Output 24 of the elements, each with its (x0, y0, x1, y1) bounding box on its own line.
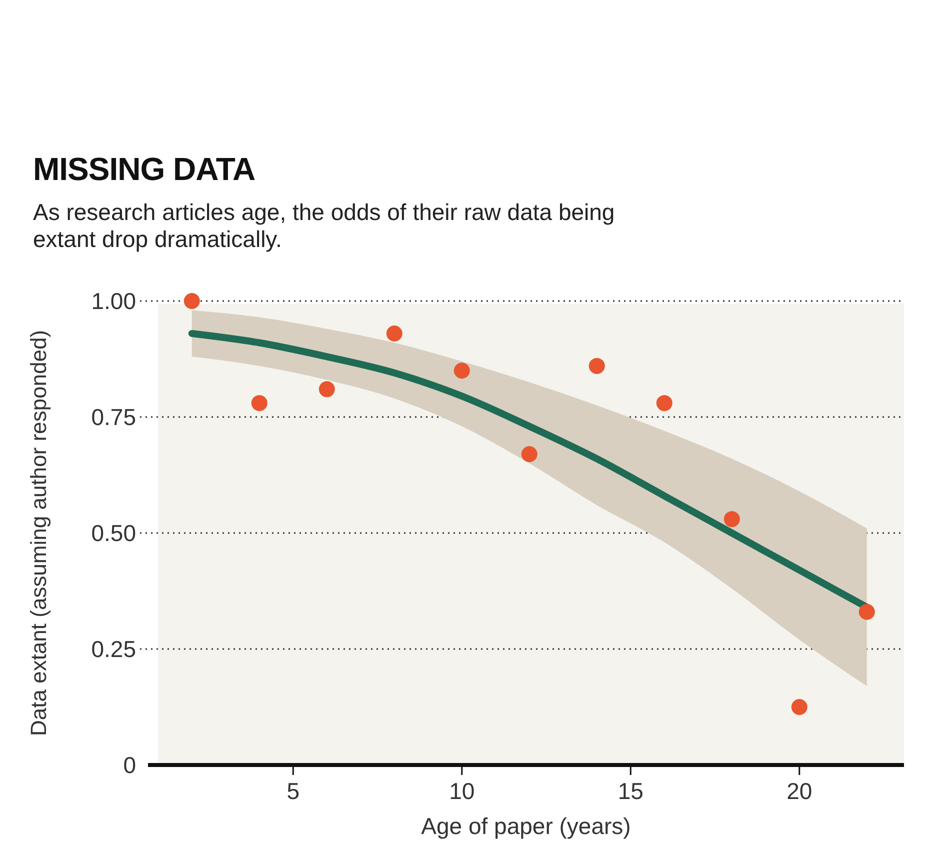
chart-subtitle: As research articles age, the odds of their raw data being extant drop dramatically. (33, 199, 615, 252)
point (791, 699, 808, 715)
point (724, 511, 740, 528)
point (318, 381, 335, 398)
point (858, 604, 875, 620)
point (251, 395, 268, 412)
y-tick-label: 1.00 (91, 288, 136, 314)
x-tick-label: 5 (286, 778, 300, 804)
point (454, 362, 470, 379)
y-tick-label: 0 (123, 752, 136, 778)
x-tick-label: 10 (449, 778, 475, 804)
chart-title: MISSING DATA (33, 151, 256, 187)
y-tick-label: 0.75 (91, 404, 136, 430)
point (656, 395, 672, 412)
point (386, 325, 402, 342)
y-tick-label: 0.50 (91, 520, 136, 546)
point (184, 293, 200, 309)
x-tick-label: 15 (618, 778, 644, 804)
x-axis-title: Age of paper (years) (421, 813, 631, 839)
point (588, 358, 605, 374)
y-tick-label: 0.25 (91, 636, 136, 662)
x-tick-label: 20 (786, 778, 812, 804)
point (521, 446, 538, 462)
y-axis-title: Data extant (assuming author responded) (26, 330, 51, 736)
